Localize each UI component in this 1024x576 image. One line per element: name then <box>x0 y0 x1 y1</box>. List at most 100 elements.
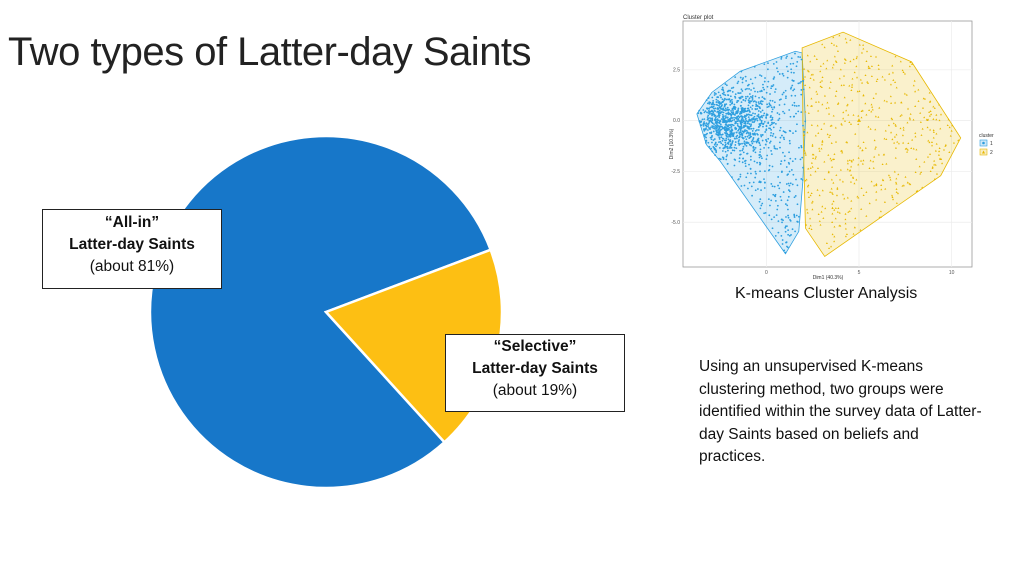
cluster-point-2 <box>933 177 936 180</box>
cluster-point-2 <box>836 210 839 213</box>
cluster-point-1 <box>784 131 787 134</box>
cluster-point-2 <box>844 227 847 230</box>
cluster-point-1 <box>751 121 754 123</box>
cluster-point-1 <box>786 55 788 58</box>
cluster-point-1 <box>717 134 720 137</box>
cluster-point-2 <box>876 78 879 81</box>
cluster-point-1 <box>726 106 729 109</box>
cluster-point-1 <box>748 128 751 130</box>
cluster-point-1 <box>797 110 800 113</box>
cluster-point-1 <box>767 105 770 108</box>
cluster-point-1 <box>728 147 731 149</box>
cluster-point-1 <box>787 214 789 217</box>
cluster-point-1 <box>722 88 724 91</box>
cluster-point-1 <box>761 134 764 136</box>
cluster-point-1 <box>776 67 778 70</box>
cluster-point-1 <box>743 184 746 187</box>
cluster-point-1 <box>745 144 748 147</box>
cluster-point-1 <box>760 122 763 125</box>
cluster-point-2 <box>833 153 836 155</box>
cluster-point-1 <box>732 86 735 89</box>
cluster-point-1 <box>715 103 718 106</box>
cluster-point-1 <box>767 62 769 65</box>
cluster-point-2 <box>846 159 849 162</box>
cluster-point-2 <box>865 113 868 116</box>
cluster-point-1 <box>737 107 740 110</box>
cluster-point-2 <box>888 72 891 75</box>
legend-marker-1 <box>982 141 985 145</box>
cluster-point-1 <box>732 124 735 127</box>
cluster-point-1 <box>722 107 725 110</box>
cluster-point-1 <box>720 107 723 110</box>
cluster-point-1 <box>756 107 759 110</box>
cluster-point-1 <box>735 131 738 134</box>
cluster-point-2 <box>933 163 936 166</box>
cluster-point-1 <box>717 91 720 94</box>
cluster-point-1 <box>781 243 784 245</box>
cluster-point-2 <box>879 210 882 213</box>
cluster-point-1 <box>786 174 789 176</box>
cluster-point-1 <box>741 121 743 124</box>
cluster-point-2 <box>850 159 853 162</box>
cluster-point-2 <box>874 147 877 150</box>
cluster-point-2 <box>891 71 894 74</box>
cluster-point-2 <box>859 146 862 149</box>
cluster-point-2 <box>871 108 874 111</box>
cluster-point-2 <box>862 47 865 50</box>
cluster-point-1 <box>740 101 743 104</box>
cluster-point-1 <box>776 112 779 114</box>
cluster-point-1 <box>747 113 750 116</box>
cluster-point-2 <box>812 153 815 156</box>
cluster-point-2 <box>933 107 936 109</box>
cluster-point-1 <box>714 115 717 117</box>
cluster-point-1 <box>725 158 728 161</box>
cluster-point-1 <box>721 101 724 104</box>
cluster-point-2 <box>895 86 898 89</box>
cluster-point-1 <box>748 123 751 125</box>
cluster-point-2 <box>891 64 894 67</box>
cluster-point-1 <box>746 122 749 125</box>
cluster-point-1 <box>772 132 775 135</box>
cluster-point-1 <box>781 221 783 224</box>
cluster-point-2 <box>835 61 838 63</box>
cluster-point-2 <box>810 124 813 126</box>
cluster-point-2 <box>935 142 938 145</box>
cluster-point-2 <box>919 121 922 123</box>
cluster-point-1 <box>740 70 743 73</box>
cluster-point-1 <box>759 100 762 103</box>
cluster-point-1 <box>718 109 721 112</box>
cluster-point-1 <box>724 150 727 153</box>
cluster-point-2 <box>870 180 873 183</box>
cluster-point-2 <box>858 90 861 92</box>
cluster-point-1 <box>765 116 767 119</box>
cluster-point-2 <box>899 114 902 117</box>
cluster-point-1 <box>800 145 803 147</box>
cluster-point-1 <box>743 140 746 143</box>
cluster-point-1 <box>743 129 746 132</box>
cluster-point-2 <box>881 163 884 165</box>
cluster-point-1 <box>740 185 743 187</box>
cluster-point-2 <box>869 55 872 58</box>
cluster-point-1 <box>750 114 753 116</box>
cluster-point-1 <box>763 63 766 66</box>
cluster-plot: Cluster plot 0 5 10 2.5 0.0 -2.5 -5.0 Dim1 (40… <box>669 15 994 281</box>
cluster-point-2 <box>902 128 905 131</box>
cluster-point-2 <box>804 84 807 87</box>
cluster-point-1 <box>782 110 784 113</box>
cluster-point-1 <box>758 156 761 159</box>
cluster-point-1 <box>787 161 790 164</box>
cluster-point-2 <box>834 59 837 62</box>
cluster-point-1 <box>790 233 792 236</box>
cluster-point-1 <box>747 187 749 190</box>
cluster-point-2 <box>832 181 835 184</box>
cluster-point-2 <box>844 218 847 221</box>
cluster-point-2 <box>884 129 887 132</box>
cluster-point-2 <box>814 157 817 160</box>
cluster-point-1 <box>752 146 755 149</box>
cluster-point-1 <box>761 139 764 142</box>
cluster-point-2 <box>895 191 898 193</box>
cluster-point-1 <box>722 108 725 111</box>
cluster-point-2 <box>829 124 832 127</box>
cluster-point-1 <box>771 99 774 102</box>
cluster-point-1 <box>741 95 743 98</box>
